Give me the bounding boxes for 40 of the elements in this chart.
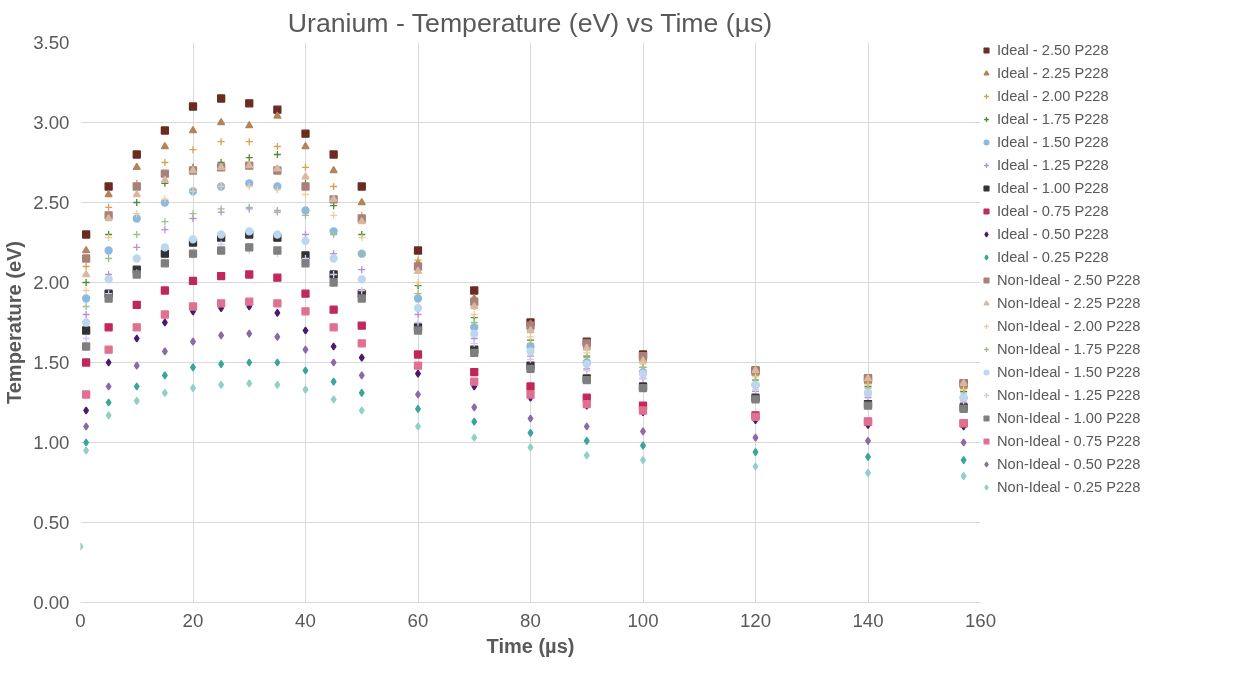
x-tick-label: 100 xyxy=(627,609,659,631)
y-axis-title: Temperature (eV) xyxy=(3,240,26,404)
y-tick-label: 0.50 xyxy=(33,512,70,533)
x-tick-label: 0 xyxy=(75,609,86,631)
x-tick-label: 120 xyxy=(739,609,772,631)
y-tick-label: 3.00 xyxy=(33,112,70,133)
legend-label: Non-Ideal - 1.25 P228 xyxy=(997,387,1141,403)
chart-title: Uranium - Temperature (eV) vs Time (µs) xyxy=(287,7,773,38)
legend-label: Ideal - 0.25 P228 xyxy=(997,249,1109,265)
legend-label: Non-Ideal - 0.50 P228 xyxy=(997,456,1141,472)
legend-label: Ideal - 1.00 P228 xyxy=(997,180,1109,196)
legend-label: Ideal - 0.75 P228 xyxy=(997,203,1109,219)
x-tick-label: 60 xyxy=(407,609,429,631)
y-tick-label: 2.00 xyxy=(33,272,70,293)
legend-label: Non-Ideal - 1.50 P228 xyxy=(997,364,1141,380)
y-tick-label: 0.00 xyxy=(33,592,70,613)
legend-label: Ideal - 2.00 P228 xyxy=(997,88,1109,104)
legend-label: Non-Ideal - 0.75 P228 xyxy=(997,433,1141,449)
x-tick-label: 80 xyxy=(520,609,541,631)
x-tick-label: 40 xyxy=(295,609,316,631)
x-tick-label: 160 xyxy=(964,609,997,631)
x-axis-title: Time (µs) xyxy=(486,634,575,657)
legend-label: Ideal - 2.25 P228 xyxy=(997,65,1109,81)
legend-label: Non-Ideal - 1.75 P228 xyxy=(997,341,1141,357)
legend-label: Non-Ideal - 2.00 P228 xyxy=(997,318,1141,334)
y-tick-label: 2.50 xyxy=(33,192,70,213)
legend-label: Ideal - 1.50 P228 xyxy=(997,134,1109,150)
legend-label: Ideal - 2.50 P228 xyxy=(997,42,1109,58)
y-tick-label: 3.50 xyxy=(33,32,70,53)
legend-label: Ideal - 1.25 P228 xyxy=(997,157,1109,173)
legend-label: Non-Ideal - 0.25 P228 xyxy=(997,479,1141,495)
y-tick-label: 1.00 xyxy=(33,432,70,453)
y-tick-label: 1.50 xyxy=(33,352,70,373)
legend-label: Ideal - 0.50 P228 xyxy=(997,226,1109,242)
legend-label: Ideal - 1.75 P228 xyxy=(997,111,1109,127)
legend-label: Non-Ideal - 2.50 P228 xyxy=(997,272,1141,288)
legend-label: Non-Ideal - 1.00 P228 xyxy=(997,410,1141,426)
x-tick-label: 20 xyxy=(182,609,204,631)
legend-label: Non-Ideal - 2.25 P228 xyxy=(997,295,1141,311)
x-tick-label: 140 xyxy=(852,609,884,631)
